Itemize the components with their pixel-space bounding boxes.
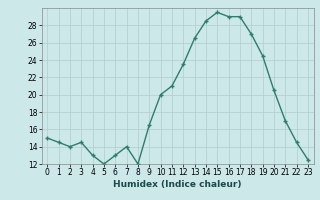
X-axis label: Humidex (Indice chaleur): Humidex (Indice chaleur) xyxy=(113,180,242,189)
